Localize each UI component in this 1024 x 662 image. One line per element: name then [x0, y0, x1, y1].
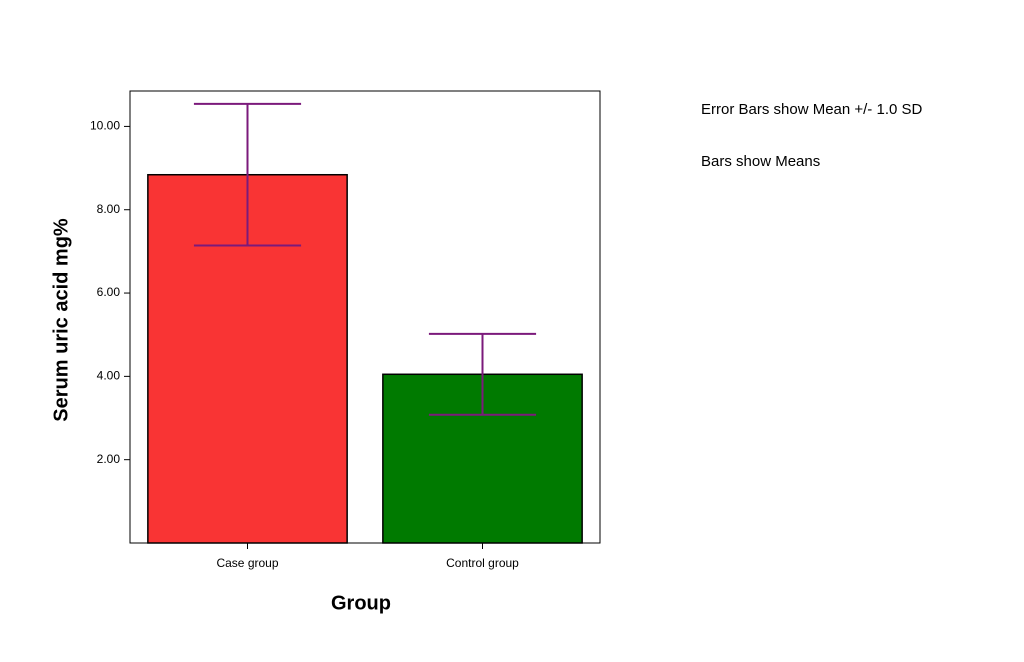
plot-frame [129, 90, 601, 544]
annotation: Error Bars show Mean +/- 1.0 SD [701, 101, 922, 118]
y-tick-label: 8.00 [97, 202, 121, 216]
y-tick-label: 6.00 [97, 285, 121, 299]
x-tick-label: Control group [446, 556, 519, 570]
y-tick-label: 10.00 [90, 119, 120, 133]
y-axis-label: Serum uric acid mg% [50, 218, 72, 422]
x-axis-label: Group [331, 592, 391, 614]
annotation: Bars show Means [701, 153, 820, 170]
x-tick-label: Case group [216, 556, 278, 570]
y-tick-label: 4.00 [97, 369, 121, 383]
y-tick-label: 2.00 [97, 452, 121, 466]
